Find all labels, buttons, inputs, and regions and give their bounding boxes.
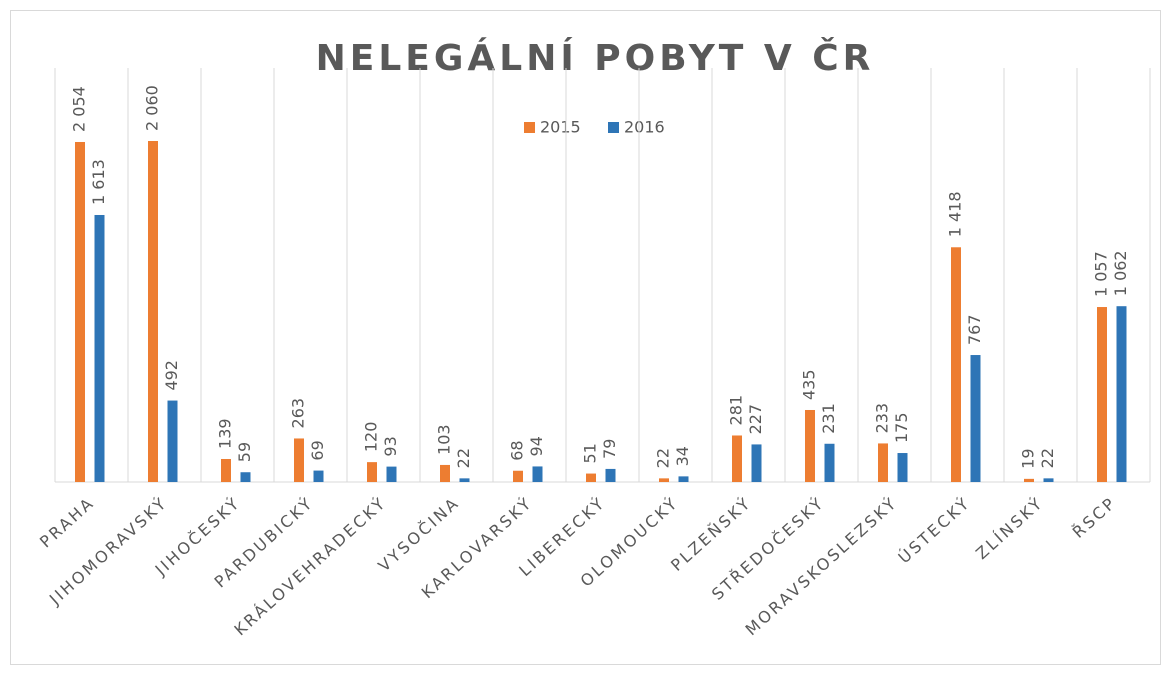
data-label: 22 [454, 448, 473, 468]
data-label: 281 [727, 395, 746, 426]
data-label: 231 [819, 403, 838, 434]
data-label: 79 [600, 439, 619, 459]
data-label: 233 [873, 403, 892, 434]
data-label: 69 [308, 440, 327, 460]
bar [440, 464, 450, 482]
data-label: 227 [746, 404, 765, 435]
bar [824, 443, 835, 482]
bar [605, 468, 616, 482]
legend-label: 2016 [624, 118, 665, 137]
legend-swatch [524, 122, 535, 133]
bar [313, 470, 324, 482]
data-label: 2 060 [143, 85, 162, 131]
data-label: 492 [162, 360, 181, 391]
chart-frame [10, 10, 1161, 665]
data-label: 2 054 [70, 86, 89, 132]
bar [532, 466, 543, 482]
data-label: 68 [508, 440, 527, 460]
bar [897, 453, 908, 482]
data-label: 120 [362, 422, 381, 453]
data-label: 1 062 [1111, 250, 1130, 296]
data-label: 34 [673, 446, 692, 466]
data-label: 93 [381, 436, 400, 456]
data-label: 175 [892, 412, 911, 443]
bar [586, 473, 596, 482]
bar [75, 141, 85, 482]
bar [240, 472, 251, 482]
data-label: 263 [289, 398, 308, 429]
bar [221, 458, 231, 482]
bar [678, 476, 689, 482]
bar [970, 355, 981, 482]
bar [513, 470, 523, 482]
legend-label: 2015 [540, 118, 581, 137]
bar [167, 400, 178, 482]
bar [951, 247, 961, 482]
legend-swatch [608, 122, 619, 133]
data-label: 1 418 [946, 191, 965, 237]
data-label: 19 [1019, 448, 1038, 468]
bar [751, 444, 762, 482]
bar [386, 466, 397, 482]
data-label: 22 [654, 448, 673, 468]
data-label: 1 613 [89, 159, 108, 205]
bar [94, 214, 105, 482]
bar [805, 409, 815, 482]
bar [878, 443, 888, 482]
data-label: 767 [965, 314, 984, 345]
bar [1097, 307, 1107, 482]
data-label: 435 [800, 369, 819, 400]
data-label: 139 [216, 418, 235, 449]
data-label: 59 [235, 442, 254, 462]
bar [1116, 306, 1127, 482]
bar [459, 478, 470, 482]
data-label: 51 [581, 443, 600, 463]
data-label: 1 057 [1092, 251, 1111, 297]
bar [732, 435, 742, 482]
bar [1043, 478, 1054, 482]
bar [367, 462, 377, 482]
data-label: 22 [1038, 448, 1057, 468]
bar [294, 438, 304, 482]
bar [148, 141, 158, 482]
bar [659, 478, 669, 482]
data-label: 103 [435, 424, 454, 455]
chart-title: NELEGÁLNÍ POBYT V ČR [316, 37, 875, 79]
bar [1024, 478, 1034, 482]
data-label: 94 [527, 436, 546, 456]
